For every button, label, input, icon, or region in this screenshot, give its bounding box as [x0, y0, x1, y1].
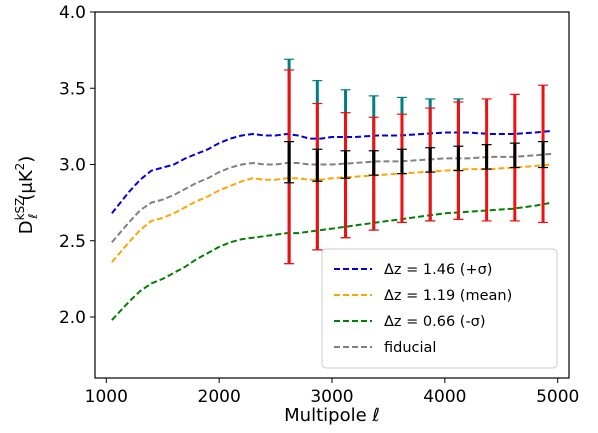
plot-content [111, 58, 553, 321]
legend-item: Δz = 1.46 (+σ) [334, 262, 492, 278]
x-tick-label: 4000 [423, 387, 466, 407]
legend-label: Δz = 0.66 (-σ) [384, 314, 486, 330]
series-z-1-46 [111, 129, 553, 214]
legend-item: Δz = 1.19 (mean) [334, 288, 512, 304]
y-axis-title: DkSZℓ(μK2) [13, 156, 40, 235]
y-tick-label: 2.5 [59, 232, 86, 252]
legend-label: Δz = 1.46 (+σ) [384, 262, 492, 278]
error-bar-group-1 [284, 69, 549, 265]
y-tick-label: 3.5 [59, 79, 86, 99]
legend-item: fiducial [334, 340, 436, 356]
x-tick-label: 3000 [310, 387, 353, 407]
legend-label: Δz = 1.19 (mean) [384, 288, 512, 304]
error-bar-group-2 [284, 141, 549, 184]
legend-item: Δz = 0.66 (-σ) [334, 314, 486, 330]
series-line [111, 163, 553, 263]
x-tick-label: 2000 [198, 387, 241, 407]
legend: Δz = 1.46 (+σ) Δz = 1.19 (mean) Δz = 0.66 … [321, 248, 558, 369]
y-tick-label: 3.0 [59, 156, 86, 176]
x-tick-label: 1000 [85, 387, 128, 407]
series-z-1-19-mean [111, 163, 553, 263]
legend-box [321, 248, 558, 369]
series-line [111, 129, 553, 214]
x-axis-title: Multipole ℓ [284, 405, 380, 426]
legend-label: fiducial [384, 340, 436, 356]
series-fiducial [111, 152, 553, 243]
y-tick-label: 4.0 [59, 3, 86, 23]
series-line [111, 152, 553, 243]
series-z-0-66 [111, 201, 553, 321]
x-axis: 1000 2000 3000 4000 5000 [85, 378, 579, 407]
series-line [111, 201, 553, 321]
x-tick-label: 5000 [536, 387, 579, 407]
y-tick-label: 2.0 [59, 308, 86, 328]
y-axis: 2.0 2.5 3.0 3.5 4.0 [59, 3, 95, 328]
